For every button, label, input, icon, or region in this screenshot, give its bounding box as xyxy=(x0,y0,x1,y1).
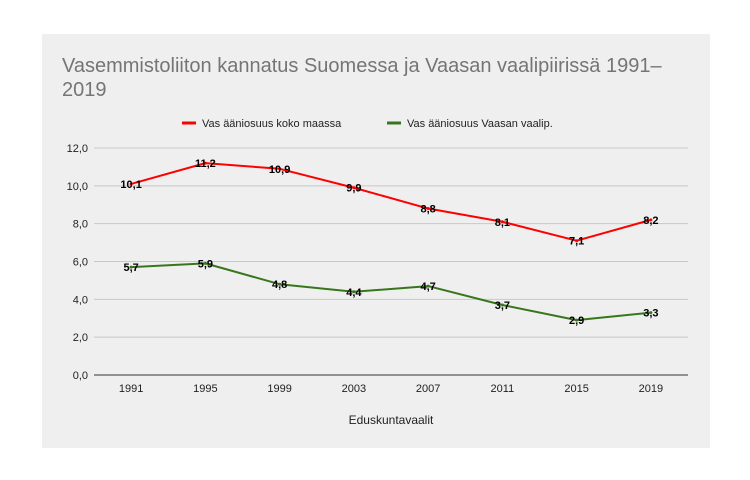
data-label: 10,9 xyxy=(269,164,290,176)
data-label: 7,1 xyxy=(569,236,584,248)
data-label: 8,2 xyxy=(643,215,658,227)
legend: Vas ääniosuus koko maassa Vas ääniosuus V… xyxy=(182,118,553,130)
x-tick-label: 1995 xyxy=(193,383,217,395)
x-axis-title: Eduskuntavaalit xyxy=(349,413,434,427)
data-label: 3,3 xyxy=(643,308,658,320)
data-label: 4,8 xyxy=(272,279,287,291)
data-point xyxy=(352,186,356,190)
series-lines xyxy=(129,161,653,322)
y-tick-label: 6,0 xyxy=(73,257,88,269)
x-tick-label: 2015 xyxy=(564,383,588,395)
y-tick-label: 10,0 xyxy=(67,181,88,193)
chart-card: Vasemmistoliiton kannatus Suomessa ja Va… xyxy=(42,34,710,448)
data-point xyxy=(575,239,579,243)
data-point xyxy=(129,265,133,269)
x-tick-label: 2019 xyxy=(639,383,663,395)
legend-label: Vas ääniosuus Vaasan vaalip. xyxy=(407,118,553,130)
data-point xyxy=(426,284,430,288)
legend-label: Vas ääniosuus koko maassa xyxy=(202,118,342,130)
data-point xyxy=(278,282,282,286)
data-label: 3,7 xyxy=(495,300,510,312)
y-tick-label: 0,0 xyxy=(73,370,88,382)
series-line-2 xyxy=(131,262,651,322)
x-tick-label: 2011 xyxy=(491,383,515,395)
data-label: 2,9 xyxy=(569,315,584,327)
x-tick-label: 1999 xyxy=(267,383,291,395)
data-label: 10,1 xyxy=(120,179,141,191)
data-label: 4,7 xyxy=(420,281,435,293)
data-point xyxy=(500,303,504,307)
data-label: 9,9 xyxy=(346,183,361,195)
data-point xyxy=(129,182,133,186)
chart-title: Vasemmistoliiton kannatus Suomessa ja Va… xyxy=(62,55,662,101)
data-label: 5,9 xyxy=(198,258,213,270)
data-point xyxy=(352,290,356,294)
data-point xyxy=(278,167,282,171)
y-tick-label: 2,0 xyxy=(73,332,88,344)
y-axis-ticks: 0,0 2,0 4,0 6,0 8,0 10,0 12,0 xyxy=(67,143,88,382)
data-label: 8,1 xyxy=(495,217,510,229)
data-point xyxy=(203,261,207,265)
data-label: 8,8 xyxy=(420,204,435,216)
x-tick-label: 1991 xyxy=(119,383,143,395)
gridlines xyxy=(94,147,688,376)
series-line-1 xyxy=(130,162,652,242)
data-label: 4,4 xyxy=(346,287,362,299)
x-tick-label: 2003 xyxy=(342,383,366,395)
data-label: 5,7 xyxy=(123,262,138,274)
data-label: 11,2 xyxy=(195,158,216,170)
x-tick-label: 2007 xyxy=(416,383,440,395)
data-point xyxy=(649,311,653,315)
data-point xyxy=(500,220,504,224)
y-tick-label: 12,0 xyxy=(67,143,88,155)
y-tick-label: 4,0 xyxy=(73,294,88,306)
data-point xyxy=(426,207,430,211)
data-point xyxy=(575,318,579,322)
line-chart: 0,0 2,0 4,0 6,0 8,0 10,0 12,0 1991 1995 1999 2003… xyxy=(67,118,688,427)
data-point xyxy=(649,218,653,222)
x-axis-ticks: 1991 1995 1999 2003 2007 2011 2015 2019 xyxy=(119,383,663,395)
data-point xyxy=(203,161,207,165)
y-tick-label: 8,0 xyxy=(73,219,88,231)
data-labels: 10,1 11,2 10,9 9,9 8,8 8,1 7,1 8,2 5,7 5,9 4,8 4,4 4… xyxy=(120,158,658,327)
